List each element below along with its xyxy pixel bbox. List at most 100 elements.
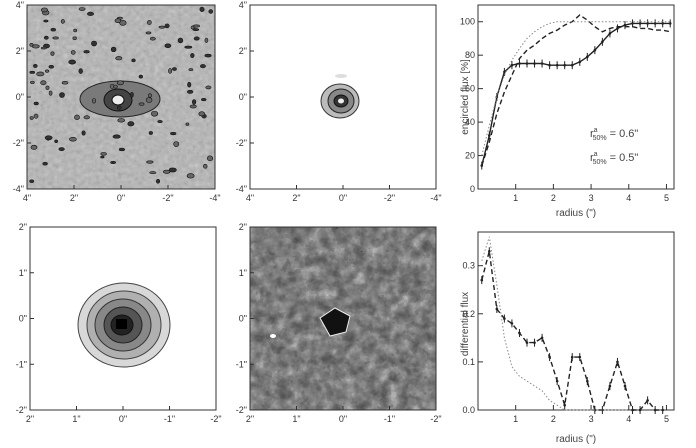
map-y-tick-label: 2" [239,46,247,56]
contour-blob [158,25,166,29]
map-x-tick-label: 4" [246,193,254,203]
x-tick-label: 2 [551,414,556,424]
contour-blob [91,98,97,104]
map-tick-labels: 4" 2" 0" -2" -4"4"2"0"-2"-4"4" 2" 0" -2" -4"4"2"… [13,0,442,424]
data-point [586,55,589,59]
map-panel-bottom-middle [249,226,437,411]
contour-blob [50,51,55,56]
data-point [563,63,566,67]
map-x-tick-label: 1" [72,414,80,424]
x-tick-label: 1 [513,414,518,424]
contour-blob [116,105,122,110]
data-point [503,70,506,74]
contour-blob [146,160,154,164]
data-point [646,22,649,25]
contour-blob [149,36,156,41]
data-point [503,317,506,320]
contour-blob [138,74,143,79]
contour-blob [192,99,197,105]
data-point [495,307,499,311]
noise-contours [29,6,214,184]
chart1-ylabel: encircled flux [%] [460,59,471,135]
contour-blob [186,173,195,179]
map-x-tick-label: 2" [292,193,300,203]
chart1-xlabel: radius (") [556,208,596,219]
contour-blob [188,68,194,72]
series-line-2 [481,21,671,156]
contour-blob [31,44,40,49]
data-point [555,63,559,67]
y-tick-label: 100 [460,17,475,27]
contour-blob [78,68,83,74]
r50-annotation-b: ra 50% = 0.5" [590,151,638,166]
contour-blob [168,167,177,173]
contour-blob [192,28,200,32]
contour-blob [91,40,97,47]
contour-blob [43,19,49,23]
contour-blob [177,37,184,44]
data-point [548,63,551,67]
x-tick-label: 5 [664,193,669,203]
contour-blob [193,36,200,41]
contour-blob [148,131,153,135]
y-tick-label: 0.3 [462,261,475,271]
contour-blob [36,71,45,77]
map-x-tick-label: 2" [70,193,78,203]
contour-blob [29,70,36,74]
contour-blob [156,178,161,184]
map-y-tick-label: 4" [239,0,247,10]
contour-blob [54,139,58,144]
data-point [638,22,642,25]
map-x-tick-label: 2" [26,414,34,424]
map-y-tick-label: -1" [16,359,27,369]
contour-blob [157,120,163,123]
y-tick-label: 20 [465,151,475,161]
map-x-tick-label: 0" [117,193,125,203]
data-point [563,403,566,407]
data-point [646,399,649,402]
series-line-1 [481,14,671,166]
contour-blob [100,155,105,159]
map-x-tick-label: 0" [339,414,347,424]
map-x-tick-label: 4" [23,193,31,203]
contour-blob [44,135,53,141]
x-tick-label: 2 [551,193,556,203]
map-x-tick-label: -1" [164,414,175,424]
data-point [488,134,491,137]
map-x-tick-label: -2" [384,193,395,203]
contour-blob [68,59,76,65]
data-point [653,408,657,412]
contour-blob [131,58,136,63]
data-point [623,384,627,388]
contour-blob [204,53,212,58]
contour-blob [129,91,134,98]
data-point [601,408,604,412]
contour-blob [87,11,94,16]
y-tick-label: 0 [470,184,475,194]
data-point [510,322,514,325]
contour-blob [189,104,197,109]
data-point [593,48,597,52]
map-panel-top-middle [249,4,437,190]
map-y-tick-label: 2" [16,46,24,56]
map-x-tick-label: 0" [339,193,347,203]
contour-blob [61,81,69,85]
data-point [488,249,491,253]
data-point [631,22,634,25]
contour-blob [40,7,48,13]
map-x-tick-label: -2" [210,414,221,424]
data-point [668,22,672,25]
contour-blob [73,28,78,33]
data-point [578,355,582,359]
contour-blob [187,81,192,88]
map-panel-top-left [26,4,216,190]
contour-blob [81,130,86,136]
x-tick-label: 3 [589,414,594,424]
contour-blob [199,6,205,12]
map-y-tick-label: -4" [13,184,24,194]
contour-blob [74,114,80,120]
differential-flux-chart: differential flux radius (") 1 2 3 4 5 0.0 0.1… [460,231,675,445]
contour-blob [208,9,214,14]
data-point [480,278,484,282]
